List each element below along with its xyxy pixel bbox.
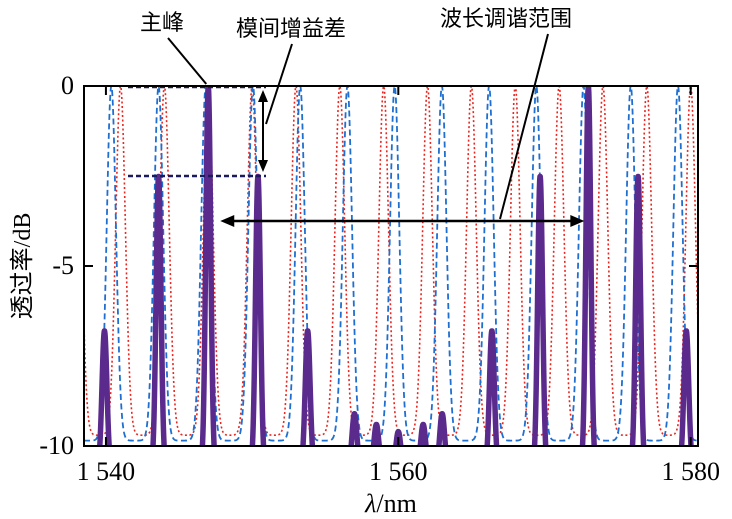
main-peak-6 [348,410,361,446]
main-peak-12 [531,173,549,446]
main-peak-9 [417,421,429,446]
series-filter-2-line [84,86,698,442]
main-peak-7 [370,421,383,446]
x-axis-label-unit: /nm [376,489,416,518]
x-tick-label-3: 1 580 [661,457,720,486]
x-tick-label-2: 1 560 [369,457,428,486]
tuning-range-leader [499,33,549,220]
y-axis-label: 透过率/dB [9,213,36,320]
tuning-range-label: 波长调谐范围 [440,7,572,32]
main-peak-8 [393,428,404,446]
main-peak-label: 主峰 [140,11,184,36]
main-peak-2 [150,173,167,446]
gain-diff-arrow-head-up [258,90,268,102]
tick-layer: 1 540 1 560 1 580 0 -5 -10 [39,71,720,486]
y-tick-label-2: -5 [52,251,74,280]
tuning-range-arrow-head-right [570,215,585,227]
series-layer [84,86,698,446]
annotation-layer [128,33,585,227]
main-peak-11 [484,328,500,446]
plot-frame [83,85,699,447]
x-axis-label: λ/nm [364,489,417,518]
gain-diff-leader [265,43,293,125]
series-filter-1-line [84,86,698,436]
main-peak-14 [629,173,647,446]
x-tick-label-1: 1 540 [77,457,136,486]
x-axis-label-lambda: λ [364,489,376,518]
y-tick-label-1: 0 [61,71,74,100]
main-peak-5 [300,328,316,446]
tuning-range-arrow-head-left [220,215,235,227]
y-tick-label-3: -10 [39,431,74,460]
main-peak-leader [167,37,208,85]
gain-diff-arrow-head-down [258,160,268,172]
main-peak-15 [678,328,694,446]
mode-gain-diff-label: 模间增益差 [236,17,346,42]
main-peak-1 [97,328,112,446]
main-peak-10 [436,410,449,446]
